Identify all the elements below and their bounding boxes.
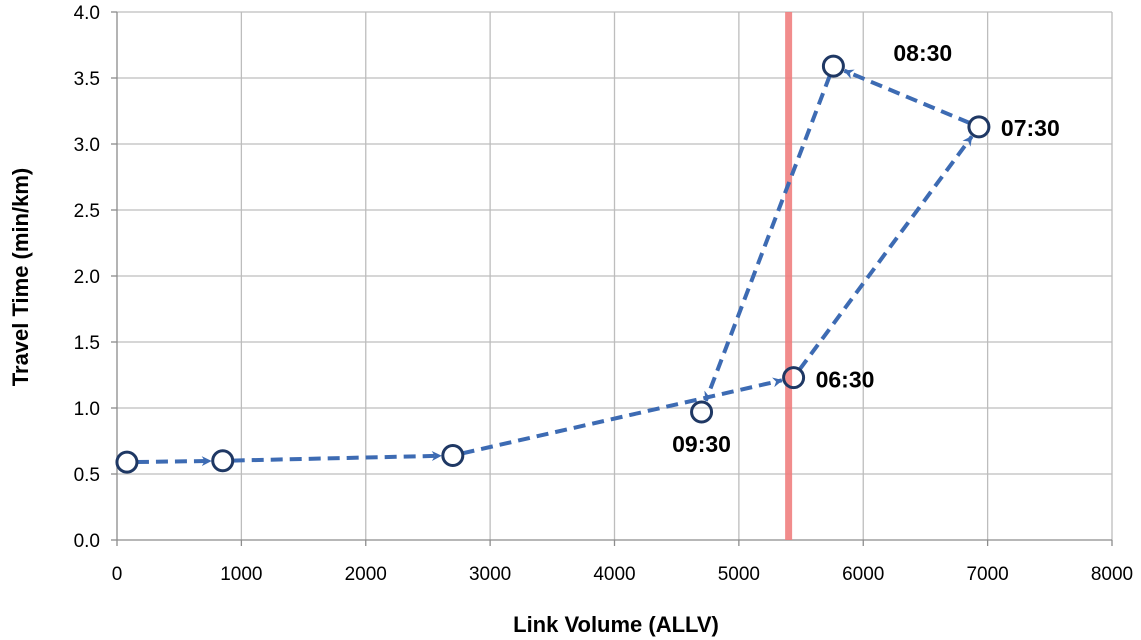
data-point-marker xyxy=(821,54,845,78)
x-axis-title: Link Volume (ALLV) xyxy=(513,612,719,637)
data-point-marker xyxy=(211,449,235,473)
series-segment xyxy=(703,74,832,402)
markers-group xyxy=(115,54,991,474)
y-axis-title: Travel Time (min/km) xyxy=(8,168,33,386)
data-point-marker xyxy=(441,444,465,468)
series-segment xyxy=(843,68,971,125)
y-tick-label: 2.0 xyxy=(74,267,100,288)
data-point-marker xyxy=(115,450,139,474)
y-tick-label: 1.5 xyxy=(74,333,100,354)
x-tick-label: 4000 xyxy=(593,564,635,585)
data-point-marker xyxy=(690,400,714,424)
y-tick-label: 3.0 xyxy=(74,135,100,156)
x-tick-label: 2000 xyxy=(345,564,387,585)
series-segment xyxy=(136,456,212,467)
x-tick-label: 7000 xyxy=(966,564,1008,585)
time-annotation: 06:30 xyxy=(816,367,875,393)
y-tick-label: 0.5 xyxy=(74,465,100,486)
axes: 0 1000 2000 3000 4000 5000 6000 7000 8000 0.0 0.5 1… xyxy=(74,3,1134,585)
data-point-marker xyxy=(967,115,991,139)
x-tick-label: 1000 xyxy=(220,564,262,585)
y-tick-label: 0.0 xyxy=(74,531,100,552)
labels-group: 06:30 07:30 08:30 09:30 xyxy=(672,40,1060,457)
time-annotation: 07:30 xyxy=(1001,115,1060,141)
data-point-marker xyxy=(782,366,806,390)
x-tick-label: 6000 xyxy=(842,564,884,585)
y-tick-label: 4.0 xyxy=(74,3,100,24)
x-tick-label: 3000 xyxy=(469,564,511,585)
x-tick-label: 5000 xyxy=(718,564,760,585)
time-annotation: 09:30 xyxy=(672,431,731,457)
time-annotation: 08:30 xyxy=(893,40,952,66)
series-segment xyxy=(232,451,442,463)
grid-lines xyxy=(117,11,1113,540)
y-tick-label: 1.0 xyxy=(74,399,100,420)
y-tick-label: 2.5 xyxy=(74,201,100,222)
x-tick-label: 0 xyxy=(112,564,123,585)
x-tick-label: 8000 xyxy=(1091,564,1133,585)
y-tick-label: 3.5 xyxy=(74,69,100,90)
series-segment xyxy=(462,377,783,456)
series-group xyxy=(136,68,974,467)
series-segment xyxy=(797,135,974,371)
